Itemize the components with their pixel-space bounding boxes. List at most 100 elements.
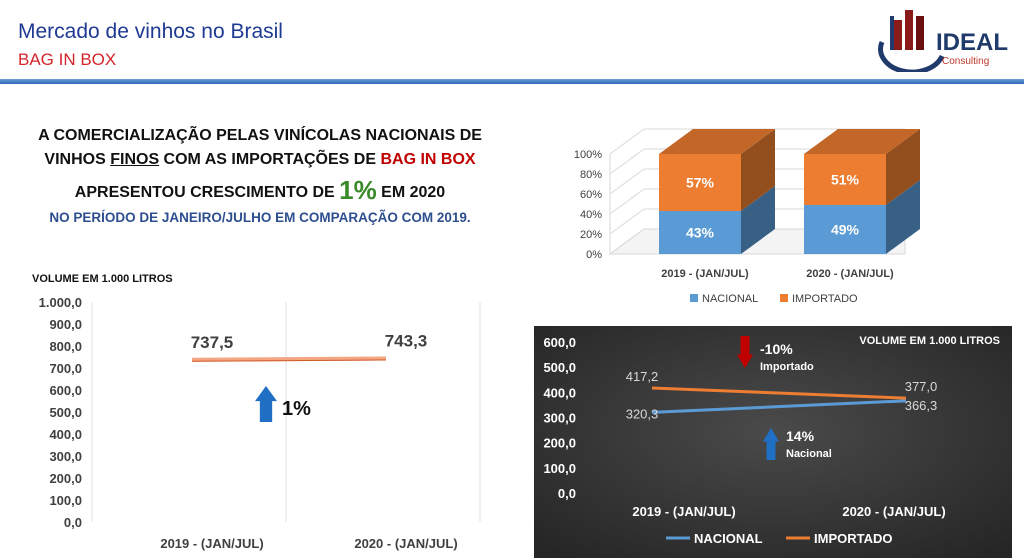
- y-axis: 0% 20% 40% 60% 80% 100%: [574, 149, 602, 261]
- y-tick-label: 0%: [586, 249, 602, 261]
- annotation-sub: Importado: [760, 361, 814, 373]
- data-label: 43%: [686, 225, 715, 241]
- data-label: 51%: [831, 172, 860, 188]
- legend-label: IMPORTADO: [792, 293, 858, 305]
- y-tick-label: 600,0: [49, 383, 82, 398]
- headline-block: A COMERCIALIZAÇÃO PELAS VINÍCOLAS NACION…: [30, 124, 490, 227]
- grid-line: [609, 128, 645, 155]
- headline-bag-in-box: BAG IN BOX: [380, 151, 476, 168]
- x-axis: 2019 - (JAN/JUL) 2020 - (JAN/JUL): [661, 268, 894, 280]
- page-subtitle: BAG IN BOX: [18, 50, 117, 69]
- bar-segment: [804, 154, 886, 205]
- annotation-label: -10%: [760, 341, 793, 357]
- bar-side: [886, 180, 920, 254]
- x-tick-label: 2020 - (JAN/JUL): [806, 268, 894, 280]
- grid-line: [609, 148, 645, 175]
- arrow-up-icon: [255, 386, 277, 422]
- ideal-logo: IDEAL Consulting: [878, 10, 1008, 72]
- y-tick-label: 300,0: [49, 449, 82, 464]
- grid-line: [609, 228, 645, 255]
- headline-line4: NO PERÍODO DE JANEIRO/JULHO EM COMPARAÇÃ…: [49, 210, 471, 225]
- y-tick-label: 900,0: [49, 317, 82, 332]
- headline-text: VINHOS: [44, 151, 111, 168]
- share-bar-chart: 0% 20% 40% 60% 80% 100% 43% 57% 49% 51% 2019 - (…: [574, 128, 920, 305]
- y-tick-label: 400,0: [49, 427, 82, 442]
- segment-volume-chart: VOLUME EM 1.000 LITROS 0,0 100,0 200,0 300,…: [534, 326, 1012, 558]
- headline-text: COM AS IMPORTAÇÕES DE: [159, 151, 381, 168]
- grid-line: [609, 188, 645, 215]
- x-axis: 2019 - (JAN/JUL) 2020 - (JAN/JUL): [160, 536, 457, 551]
- y-tick-label: 500,0: [543, 360, 576, 375]
- logo-subtext: Consulting: [942, 56, 989, 67]
- chart2-title: VOLUME EM 1.000 LITROS: [32, 273, 173, 285]
- header-divider: [0, 79, 1024, 84]
- headline-finos: FINOS: [110, 151, 160, 168]
- x-axis: 2019 - (JAN/JUL) 2020 - (JAN/JUL): [632, 504, 945, 519]
- series: [651, 386, 907, 414]
- x-tick-label: 2020 - (JAN/JUL): [842, 504, 945, 519]
- bar-top: [804, 129, 920, 154]
- annotation: 1%: [255, 386, 311, 422]
- bar-segment: [804, 205, 886, 254]
- headline-text: APRESENTOU CRESCIMENTO DE: [74, 184, 340, 201]
- annotation-sub: Nacional: [786, 448, 832, 460]
- arrow-up-icon: [763, 428, 779, 460]
- x-tick-label: 2019 - (JAN/JUL): [661, 268, 749, 280]
- legend: NACIONAL IMPORTADO: [666, 531, 892, 546]
- y-tick-label: 60%: [580, 189, 602, 201]
- headline-line3: APRESENTOU CRESCIMENTO DE 1% EM 2020: [30, 177, 490, 205]
- y-tick-label: 500,0: [49, 405, 82, 420]
- data-labels: 320,3 366,3 417,2 377,0: [626, 369, 938, 421]
- x-tick-label: 2020 - (JAN/JUL): [354, 536, 457, 551]
- grid-line: [609, 168, 645, 195]
- total-volume-chart: 0,0 100,0 200,0 300,0 400,0 500,0 600,0 700,0 80…: [39, 295, 481, 551]
- y-axis: 0,0 100,0 200,0 300,0 400,0 500,0 600,0 700,0 80…: [39, 295, 82, 530]
- bar-top: [659, 129, 775, 154]
- data-label: 49%: [831, 222, 860, 238]
- y-tick-label: 800,0: [49, 339, 82, 354]
- y-tick-label: 0,0: [64, 515, 82, 530]
- grid: [91, 302, 481, 522]
- y-tick-label: 100,0: [49, 493, 82, 508]
- headline-text: EM 2020: [376, 184, 446, 201]
- arrow-down-icon: [737, 336, 753, 368]
- chart3-title: VOLUME EM 1.000 LITROS: [859, 335, 1000, 347]
- y-tick-label: 200,0: [49, 471, 82, 486]
- y-tick-label: 1.000,0: [39, 295, 82, 310]
- data-label: 320,3: [626, 406, 659, 421]
- series-line: [191, 356, 387, 362]
- y-tick-label: 100,0: [543, 461, 576, 476]
- y-tick-label: 20%: [580, 229, 602, 241]
- bar-side: [741, 186, 775, 254]
- annotation-label: 1%: [282, 398, 311, 420]
- series-line: [651, 399, 907, 414]
- legend-swatch: [690, 294, 698, 302]
- grid-line: [609, 208, 645, 235]
- series: [191, 356, 387, 362]
- series-line: [651, 386, 907, 400]
- x-tick-label: 2019 - (JAN/JUL): [160, 536, 263, 551]
- y-axis: 0,0 100,0 200,0 300,0 400,0 500,0 600,0: [543, 335, 576, 501]
- y-tick-label: 200,0: [543, 436, 576, 451]
- y-tick-label: 400,0: [543, 385, 576, 400]
- legend: NACIONAL IMPORTADO: [690, 293, 858, 305]
- bars: 43% 57% 49% 51%: [659, 129, 920, 254]
- headline-line2: VINHOS FINOS COM AS IMPORTAÇÕES DE BAG I…: [30, 148, 490, 172]
- data-label: 377,0: [905, 379, 938, 394]
- annotation-label: 14%: [786, 428, 815, 444]
- headline-line1: A COMERCIALIZAÇÃO PELAS VINÍCOLAS NACION…: [38, 127, 482, 144]
- y-tick-label: 600,0: [543, 335, 576, 350]
- legend-swatch: [780, 294, 788, 302]
- legend-label: NACIONAL: [702, 293, 758, 305]
- y-tick-label: 80%: [580, 169, 602, 181]
- data-label: 743,3: [385, 331, 428, 350]
- data-label: 57%: [686, 175, 715, 191]
- legend-label: NACIONAL: [694, 531, 763, 546]
- data-label: 366,3: [905, 398, 938, 413]
- data-labels: 737,5 743,3: [191, 331, 428, 351]
- page-title: Mercado de vinhos no Brasil: [18, 20, 283, 43]
- annotations: -10% Importado 14% Nacional: [737, 336, 832, 460]
- bar-side: [741, 129, 775, 211]
- y-tick-label: 300,0: [543, 411, 576, 426]
- bar-side: [886, 129, 920, 205]
